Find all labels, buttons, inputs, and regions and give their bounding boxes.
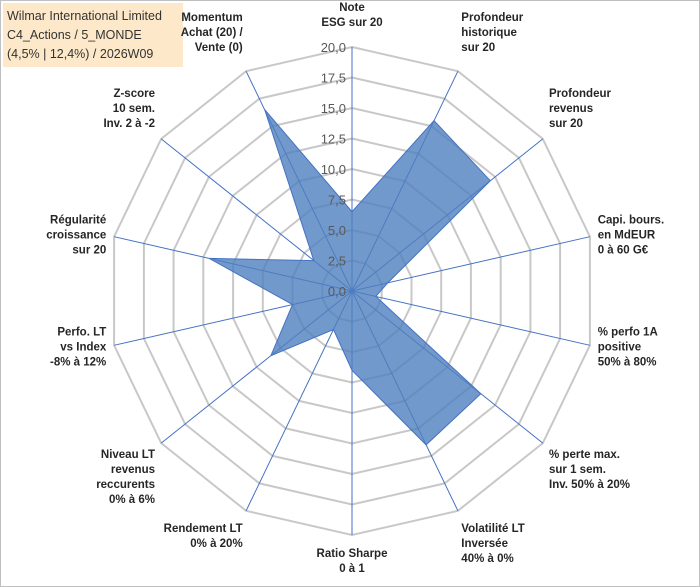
chart-title-box: Wilmar International Limited C4_Actions … <box>3 3 183 67</box>
axis-label: Inv. 50% à 20% <box>549 479 630 491</box>
company-name: Wilmar International Limited <box>7 9 162 23</box>
period-label: (4,5% | 12,4%) / 2026W09 <box>7 47 154 61</box>
radar-series <box>209 109 491 446</box>
axis-label: historique <box>461 27 517 39</box>
tick-label: 17,5 <box>321 71 346 86</box>
axis-label: -8% à 12% <box>50 357 106 369</box>
radar-axis-labels: Note ESG sur 20 Profondeur historique sur 20… <box>46 2 664 575</box>
axis-label: en MdEUR <box>598 229 656 241</box>
axis-label: Vente (0) <box>195 42 243 54</box>
radar-spoke <box>351 236 591 292</box>
axis-label: Régularité <box>50 214 106 226</box>
axis-label: Perfo. LT <box>57 327 106 339</box>
axis-label: Profondeur <box>549 88 611 100</box>
axis-label: 0% à 20% <box>190 538 242 550</box>
axis-label: Z-score <box>113 88 155 100</box>
axis-label: ESG sur 20 <box>321 17 382 29</box>
tick-label: 5,0 <box>328 223 346 238</box>
tick-label: 0,0 <box>328 284 346 299</box>
tick-label: 20,0 <box>321 40 346 55</box>
axis-label: 50% à 80% <box>598 357 657 369</box>
tick-label: 12,5 <box>321 132 346 147</box>
tick-label: 15,0 <box>321 101 346 116</box>
axis-label: 0 à 1 <box>339 563 365 575</box>
radar-tick-labels: 0,0 2,5 5,0 7,5 10,0 12,5 15,0 17,5 20,0 <box>321 40 346 299</box>
axis-label: croissance <box>46 229 106 241</box>
axis-label: Note <box>339 2 365 14</box>
series-area <box>209 109 491 446</box>
tick-label: 10,0 <box>321 162 346 177</box>
axis-label: sur 20 <box>72 244 106 256</box>
axis-label: 0% à 6% <box>109 494 155 506</box>
axis-label: sur 20 <box>461 42 495 54</box>
axis-label: Rendement LT <box>164 523 243 535</box>
axis-label: revenus <box>549 103 593 115</box>
axis-label: Achat (20) / <box>181 27 244 39</box>
axis-label: 10 sem. <box>113 103 155 115</box>
radar-spoke <box>351 290 591 346</box>
axis-label: Profondeur <box>461 12 523 24</box>
axis-label: Volatilité LT <box>461 523 524 535</box>
axis-label: vs Index <box>60 342 107 354</box>
tick-label: 7,5 <box>328 193 346 208</box>
axis-label: sur 20 <box>549 118 583 130</box>
axis-label: % perte max. <box>549 449 620 461</box>
portfolio-label: C4_Actions / 5_MONDE <box>7 28 142 42</box>
axis-label: Inversée <box>461 538 508 550</box>
axis-label: 0 à 60 G€ <box>598 244 649 256</box>
axis-label: Momentum <box>181 12 242 24</box>
axis-label: % perfo 1A <box>598 327 658 339</box>
axis-label: 40% à 0% <box>461 553 513 565</box>
axis-label: Ratio Sharpe <box>317 548 388 560</box>
axis-label: Inv. 2 à -2 <box>103 118 155 130</box>
tick-label: 2,5 <box>328 254 346 269</box>
axis-label: Capi. bours. <box>598 214 664 226</box>
axis-label: Niveau LT <box>101 449 155 461</box>
axis-label: positive <box>598 342 641 354</box>
axis-label: revenus <box>111 464 155 476</box>
axis-label: reccurents <box>96 479 155 491</box>
axis-label: sur 1 sem. <box>549 464 606 476</box>
